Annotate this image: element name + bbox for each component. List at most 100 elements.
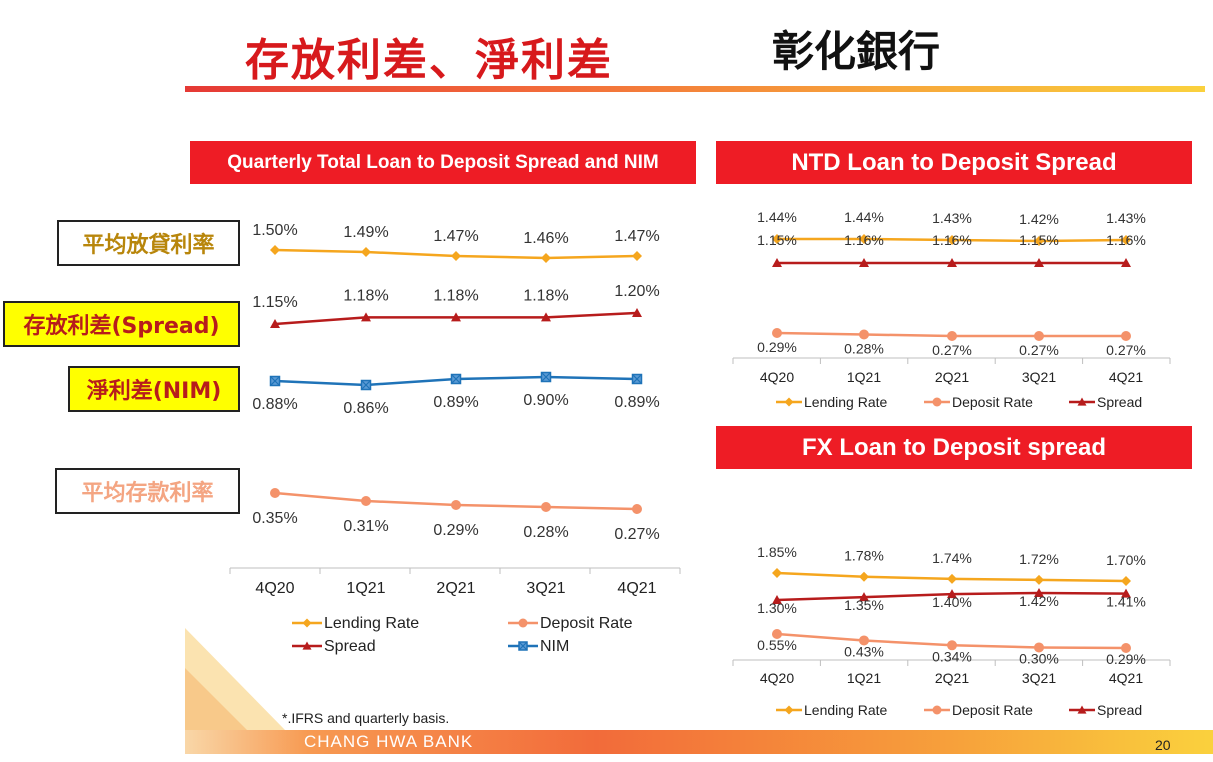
total-data-point <box>270 488 280 498</box>
total-category-label: 3Q21 <box>526 580 565 597</box>
ntd-data-label: 1.42% <box>1019 211 1059 227</box>
ntd-category-label: 2Q21 <box>935 369 969 385</box>
fx-data-point <box>1034 588 1044 597</box>
ntd-data-label: 1.16% <box>844 232 884 248</box>
fx-data-label: 1.30% <box>757 600 797 616</box>
ntd-data-label: 1.16% <box>932 232 972 248</box>
total-data-label: 1.49% <box>343 224 388 241</box>
ntd-data-point <box>1034 331 1044 341</box>
ntd-data-label: 0.27% <box>932 342 972 358</box>
fx-legend-label: Lending Rate <box>804 702 888 718</box>
ntd-data-label: 0.27% <box>1019 342 1059 358</box>
total-data-point <box>541 253 551 263</box>
fx-series-lending-rate: 1.85% 1.78% 1.74% 1.72% 1.70% <box>757 544 1146 586</box>
fx-data-point <box>1121 576 1131 586</box>
ntd-category-label: 1Q21 <box>847 369 881 385</box>
fx-data-label: 0.34% <box>932 648 972 664</box>
total-category-label: 1Q21 <box>346 580 385 597</box>
total-chart-title: Quarterly Total Loan to Deposit Spread a… <box>190 141 696 184</box>
fx-data-label: 0.43% <box>844 643 884 659</box>
ntd-data-point <box>947 331 957 341</box>
total-data-label: 0.89% <box>433 394 478 411</box>
ntd-data-point <box>947 235 957 245</box>
fx-data-label: 1.85% <box>757 544 797 560</box>
total-data-point <box>361 312 371 322</box>
ntd-data-point <box>947 258 957 267</box>
ntd-data-point <box>1034 236 1044 246</box>
ntd-data-point <box>1121 258 1131 267</box>
total-data-point <box>541 502 551 512</box>
side-label-lending: 平均放貸利率 <box>57 220 240 266</box>
total-category-label: 4Q21 <box>617 580 656 597</box>
total-legend-item: Spread <box>292 638 376 655</box>
total-data-label: 1.18% <box>523 287 568 304</box>
fx-data-label: 1.70% <box>1106 552 1146 568</box>
ntd-data-label: 1.15% <box>757 232 797 248</box>
ntd-data-point <box>772 258 782 267</box>
total-data-point <box>361 247 371 257</box>
total-data-label: 0.86% <box>343 400 388 417</box>
total-legend-marker <box>518 618 528 628</box>
total-series-deposit-rate: 0.35% 0.31% 0.29% 0.28% 0.27% <box>252 488 660 543</box>
total-category-label: 4Q20 <box>255 580 294 597</box>
fx-legend-item: Deposit Rate <box>924 702 1033 718</box>
total-data-label: 0.31% <box>343 518 388 535</box>
ntd-chart-title: NTD Loan to Deposit Spread <box>716 141 1192 184</box>
fx-category-label: 2Q21 <box>935 670 969 686</box>
total-data-point <box>451 500 461 510</box>
fx-legend-marker <box>1077 705 1087 714</box>
ntd-legend-label: Lending Rate <box>804 394 888 410</box>
title-rule <box>185 86 1205 92</box>
ntd-data-label: 1.43% <box>932 210 972 226</box>
fx-series-spread: 1.30% 1.35% 1.40% 1.42% 1.41% <box>757 588 1146 616</box>
total-legend-item: NIM <box>508 638 569 655</box>
fx-legend-label: Deposit Rate <box>952 702 1033 718</box>
ntd-data-label: 1.44% <box>844 209 884 225</box>
fx-data-point <box>859 635 869 646</box>
ntd-series-lending-rate: 1.44% 1.44% 1.43% 1.42% 1.43% <box>757 209 1146 246</box>
fx-data-label: 1.74% <box>932 550 972 566</box>
total-data-point-cross-b <box>632 374 642 384</box>
total-data-label: 0.90% <box>523 392 568 409</box>
total-data-point <box>632 504 642 514</box>
total-series-lending-rate: 1.50% 1.49% 1.47% 1.46% 1.47% <box>252 222 660 263</box>
ntd-data-label: 1.44% <box>757 209 797 225</box>
total-legend-marker <box>302 618 312 628</box>
total-data-label: 0.35% <box>252 510 297 527</box>
ntd-legend-label: Deposit Rate <box>952 394 1033 410</box>
fx-category-label: 3Q21 <box>1022 670 1056 686</box>
fx-series-deposit-rate: 0.55% 0.43% 0.34% 0.30% 0.29% <box>757 629 1146 667</box>
total-data-label: 0.29% <box>433 522 478 539</box>
ntd-data-point <box>772 328 782 338</box>
ntd-legend-item: Deposit Rate <box>924 394 1033 410</box>
total-data-point <box>270 245 280 255</box>
ntd-category-label: 3Q21 <box>1022 369 1056 385</box>
ntd-data-point <box>1121 235 1131 245</box>
total-legend-label: Deposit Rate <box>540 615 633 632</box>
ntd-series-deposit-rate: 0.29% 0.28% 0.27% 0.27% 0.27% <box>757 328 1146 358</box>
total-data-point <box>632 251 642 261</box>
fx-legend-label: Spread <box>1097 702 1142 718</box>
total-legend-item: Lending Rate <box>292 615 419 632</box>
total-data-label: 1.46% <box>523 230 568 247</box>
total-data-point <box>451 251 461 261</box>
fx-data-label: 1.40% <box>932 594 972 610</box>
ntd-series-spread: 1.15% 1.16% 1.16% 1.15% 1.16% <box>757 232 1146 267</box>
fx-data-point <box>859 592 869 602</box>
ntd-chart: 4Q20 1Q21 2Q21 3Q21 4Q21 1.44% 1.44% 1.43% 1.42%… <box>732 209 1171 410</box>
fx-data-point <box>1121 588 1131 598</box>
fx-chart-title: FX Loan to Deposit spread <box>716 426 1192 469</box>
footnote: *.IFRS and quarterly basis. <box>282 710 450 726</box>
ntd-legend-label: Spread <box>1097 394 1142 410</box>
ntd-data-label: 0.27% <box>1106 342 1146 358</box>
total-legend-item: Deposit Rate <box>508 615 633 632</box>
fx-data-point <box>772 629 782 639</box>
total-data-label: 0.89% <box>614 394 659 411</box>
ntd-legend-marker <box>1077 397 1087 406</box>
total-legend-label: Lending Rate <box>324 615 419 632</box>
total-data-point <box>632 308 642 317</box>
total-data-label: 1.18% <box>343 287 388 304</box>
footer-bar <box>185 730 1213 754</box>
fx-data-label: 1.42% <box>1019 593 1059 609</box>
